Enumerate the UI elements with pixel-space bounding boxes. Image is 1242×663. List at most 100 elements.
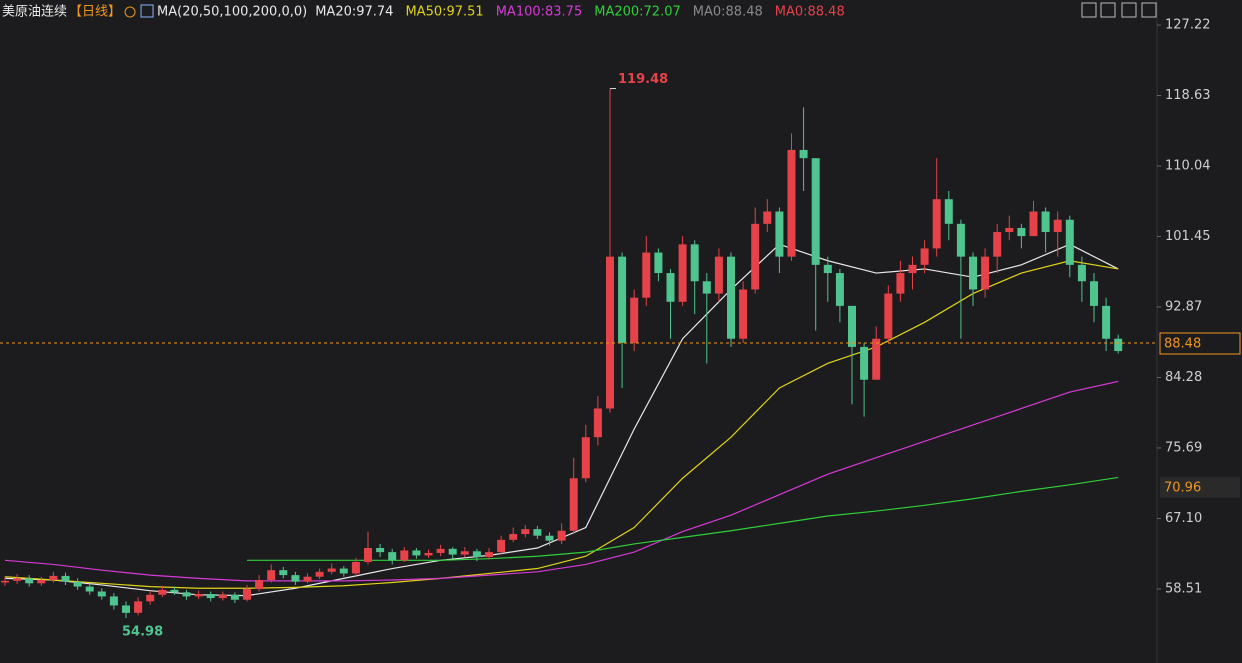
candle-body xyxy=(799,149,808,159)
candle-body xyxy=(811,158,820,265)
candle-body xyxy=(339,568,348,574)
candle-body xyxy=(412,550,421,556)
candle-body xyxy=(376,548,385,553)
y-tick-label: 84.28 xyxy=(1165,370,1202,385)
candle-body xyxy=(206,593,215,599)
icon[interactable] xyxy=(1121,2,1137,18)
candle-body xyxy=(315,571,324,577)
candle-body xyxy=(884,293,893,339)
candle-body xyxy=(291,575,300,582)
candle-body xyxy=(448,548,457,555)
candle-body xyxy=(642,252,651,298)
icon[interactable] xyxy=(1141,2,1157,18)
y-tick-label: 75.69 xyxy=(1165,440,1202,455)
candle-body xyxy=(472,551,481,558)
low-label: 54.98 xyxy=(122,624,163,639)
candle-body xyxy=(218,594,227,599)
candle-body xyxy=(1077,264,1086,282)
candle-body xyxy=(158,589,167,595)
candle-body xyxy=(920,248,929,265)
candle-body xyxy=(787,149,796,257)
title: 美原油连续 xyxy=(2,4,67,20)
icon[interactable] xyxy=(1081,2,1097,18)
candle-body xyxy=(969,256,977,290)
candle-body xyxy=(956,223,965,257)
candle-body xyxy=(134,601,143,613)
candle-body xyxy=(460,551,469,555)
legend-entry: MA0:88.48 xyxy=(775,5,845,20)
candle-body xyxy=(823,264,832,274)
marker-box xyxy=(1160,476,1240,498)
y-tick-label: 118.63 xyxy=(1165,88,1211,103)
candle-body xyxy=(944,199,953,224)
candle-body xyxy=(1005,227,1014,233)
candle-body xyxy=(497,539,506,553)
candle-body xyxy=(97,591,106,597)
candle-body xyxy=(230,594,239,600)
candle-body xyxy=(351,561,360,574)
y-tick-label: 67.10 xyxy=(1165,511,1202,526)
period: 【日线】 xyxy=(69,5,121,20)
y-tick-label: 58.51 xyxy=(1165,581,1202,596)
icon xyxy=(140,4,154,18)
candle-body xyxy=(775,211,784,257)
candle-body xyxy=(49,575,58,581)
candle-body xyxy=(618,256,627,343)
toolbar-icons[interactable] xyxy=(1081,2,1157,18)
candle-body xyxy=(303,576,312,582)
candle-body xyxy=(581,437,590,479)
candle-body xyxy=(932,199,941,249)
candle-body xyxy=(702,281,711,294)
candle-body xyxy=(170,589,179,593)
candle-body xyxy=(569,478,578,531)
candle-body xyxy=(521,529,530,535)
ma-line xyxy=(4,260,1119,589)
legend-entry: MA100:83.75 xyxy=(496,5,583,20)
candle-body xyxy=(1065,219,1074,265)
candle-body xyxy=(630,297,639,343)
candle-body xyxy=(509,534,518,540)
y-tick-label: 127.22 xyxy=(1165,18,1211,33)
candle-body xyxy=(981,256,990,290)
last-price-box xyxy=(1159,332,1241,355)
candle-body xyxy=(388,552,397,561)
candle-body xyxy=(678,244,687,302)
candle-body xyxy=(557,530,566,541)
candle-body xyxy=(606,256,614,409)
candle-body xyxy=(109,596,118,606)
candle-body xyxy=(243,589,251,600)
legend-entry: MA20:97.74 xyxy=(315,5,393,20)
candle-body xyxy=(593,408,602,438)
candle-body xyxy=(1029,211,1038,237)
candle-body xyxy=(727,256,735,339)
candle-body xyxy=(533,529,542,536)
candle-body xyxy=(73,581,82,587)
candle-body xyxy=(146,594,155,602)
candle-body xyxy=(279,570,288,576)
candle-body xyxy=(908,264,917,274)
candle-body xyxy=(763,211,772,224)
candle-body xyxy=(1041,211,1050,233)
candle-body xyxy=(255,580,264,590)
candle-body xyxy=(25,578,34,584)
candle-body xyxy=(654,252,663,274)
y-tick-label: 110.04 xyxy=(1165,159,1211,174)
candle-body xyxy=(61,575,70,582)
candle-body xyxy=(364,548,372,562)
y-tick-label: 92.87 xyxy=(1165,299,1202,314)
high-label: 119.48 xyxy=(618,72,668,87)
candle-body xyxy=(860,346,869,380)
candle-body xyxy=(485,552,493,558)
last-price-label: 88.48 xyxy=(1164,336,1201,351)
legend-entry: MA0:88.48 xyxy=(693,5,763,20)
candle-body xyxy=(1017,227,1026,237)
legend-entry: MA200:72.07 xyxy=(594,5,681,20)
candle-body xyxy=(666,273,675,302)
candle-body xyxy=(714,256,723,294)
icon[interactable] xyxy=(1100,2,1116,18)
icon xyxy=(124,6,136,18)
candle-body xyxy=(1102,305,1111,339)
candle-body xyxy=(690,244,699,282)
legend-entry: MA50:97.51 xyxy=(405,5,483,20)
candle-body xyxy=(751,223,760,290)
